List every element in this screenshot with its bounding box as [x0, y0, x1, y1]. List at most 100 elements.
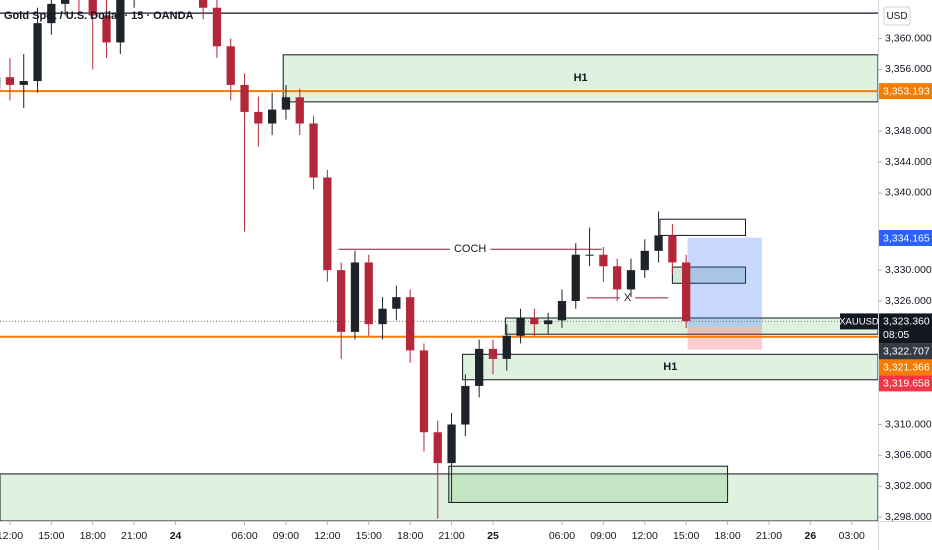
x-tick-label: 21:00 [121, 530, 147, 542]
y-tick-label: 3,360.000 [885, 32, 932, 44]
y-tick-label: 3,356.000 [885, 63, 932, 75]
candle-body [295, 97, 304, 124]
y-tick-label: 3,330.000 [885, 264, 932, 276]
candle-body [88, 0, 97, 16]
y-tick-label: 3,310.000 [885, 418, 932, 430]
candle-body [516, 318, 525, 336]
position-stop [687, 327, 763, 350]
candle-body [392, 297, 401, 309]
price-tag [879, 313, 932, 344]
candle-body [254, 111, 263, 124]
x-tick-label: 21:00 [438, 530, 464, 542]
y-tick-label: 3,298.000 [885, 511, 932, 523]
candle-body [626, 270, 636, 290]
chart-title: Gold Spot / U.S. Dollar · 15 · OANDA [4, 10, 194, 22]
price-tag-label: 3,321.366 [883, 362, 930, 374]
price-tag [879, 83, 932, 100]
candle-body [502, 335, 511, 359]
price-countdown: 08:05 [883, 329, 909, 341]
zone [282, 54, 878, 103]
y-tick-label: 3,326.000 [885, 295, 932, 307]
x-tick-label: 15:00 [673, 530, 699, 542]
candle-body [281, 97, 291, 110]
candle-body [447, 424, 456, 464]
candle-body [226, 46, 235, 85]
candle-body [613, 266, 622, 290]
candle-body [654, 235, 663, 251]
annotation-label: X [624, 292, 632, 304]
candle-body [475, 348, 484, 386]
currency: USD [886, 11, 907, 22]
candle-body [378, 308, 387, 325]
zone-label: H1 [663, 361, 677, 373]
candle-body [557, 301, 567, 321]
currency-box[interactable] [883, 6, 911, 26]
x-tick-label: 09:00 [273, 530, 299, 542]
x-tick-label: 18:00 [80, 530, 106, 542]
price-tag-label: 3,319.658 [883, 378, 930, 390]
x-tick-label: 12:00 [314, 530, 340, 542]
y-tick-label: 3,348.000 [885, 125, 932, 137]
x-tick-label: 18:00 [397, 530, 423, 542]
candle-body [323, 177, 332, 271]
zone [504, 317, 878, 335]
y-tick-label: 3,344.000 [885, 156, 932, 168]
candle-body [530, 318, 539, 325]
box [659, 218, 747, 236]
candle-body [309, 123, 318, 178]
x-tick-label: 15:00 [356, 530, 382, 542]
candle-body [19, 81, 28, 85]
symbol-tag-label: XAUUSD [839, 316, 879, 327]
candle-body [599, 254, 608, 267]
candle-body [268, 109, 277, 124]
candle-body [640, 250, 649, 271]
box [671, 266, 747, 284]
x-tick-label: 15:00 [38, 530, 64, 542]
price-tag [879, 343, 932, 360]
candle-body [337, 270, 346, 332]
price-tag-label: 3,334.165 [883, 232, 930, 244]
candle-body [116, 0, 125, 43]
candle-body [33, 23, 42, 82]
price-tag [879, 375, 932, 392]
candle-body [544, 320, 553, 325]
symbol-tag [840, 313, 878, 330]
x-tick-label: 26 [805, 530, 817, 542]
annotation-label-bg [449, 242, 491, 257]
candle-body [364, 262, 373, 325]
zone [0, 473, 878, 521]
candle-body [461, 385, 470, 425]
y-tick-label: 3,340.000 [885, 187, 932, 199]
price-tag-label: 3,353.193 [883, 85, 930, 97]
candle-body [350, 262, 360, 332]
price-tag-label: 3,323.360 [883, 316, 930, 328]
candle-body [5, 77, 15, 85]
candle-body [102, 15, 111, 43]
x-tick-label: 21:00 [756, 530, 782, 542]
candle-body [585, 254, 594, 256]
x-tick-label: 24 [170, 530, 182, 542]
candle-body [433, 432, 442, 464]
candle-body [212, 7, 222, 47]
zone [448, 465, 729, 503]
annotation-label: COCH [454, 243, 486, 255]
candle-body [60, 0, 70, 4]
x-tick-label: 06:00 [549, 530, 575, 542]
candle-body [571, 254, 580, 302]
price-tag [879, 230, 932, 247]
candle-body [682, 262, 691, 322]
candle-body [199, 0, 208, 8]
x-tick-label: 18:00 [714, 530, 740, 542]
price-tag [879, 359, 932, 376]
position-target [687, 237, 763, 328]
candle-body [668, 235, 677, 263]
x-tick-label: 03:00 [839, 530, 865, 542]
zone-label: H1 [574, 72, 588, 84]
plot-area: H1 H1 COCH X [0, 0, 878, 521]
x-tick-label: 12:00 [632, 530, 658, 542]
candle-body [488, 348, 498, 359]
candle-body [406, 297, 415, 351]
candle-body [47, 3, 56, 24]
x-tick-label: 25 [487, 530, 499, 542]
zone [462, 353, 878, 381]
